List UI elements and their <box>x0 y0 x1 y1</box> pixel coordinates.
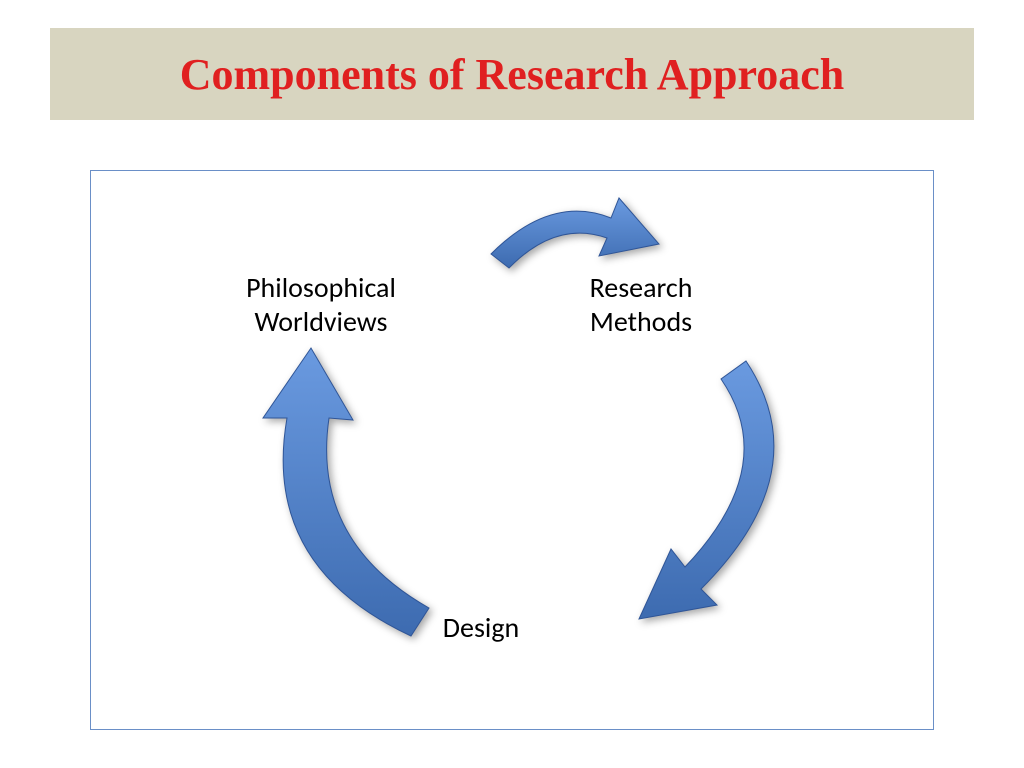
cycle-arrow-icon <box>201 336 461 656</box>
cycle-node-research: Research Methods <box>541 271 741 338</box>
slide-title: Components of Research Approach <box>180 49 845 100</box>
cycle-node-philosophical: Philosophical Worldviews <box>221 271 421 338</box>
cycle-arrow-icon <box>571 351 831 651</box>
title-bar: Components of Research Approach <box>50 28 974 120</box>
cycle-node-design: Design <box>381 611 581 645</box>
diagram-container: Philosophical Worldviews Research Method… <box>90 170 934 730</box>
